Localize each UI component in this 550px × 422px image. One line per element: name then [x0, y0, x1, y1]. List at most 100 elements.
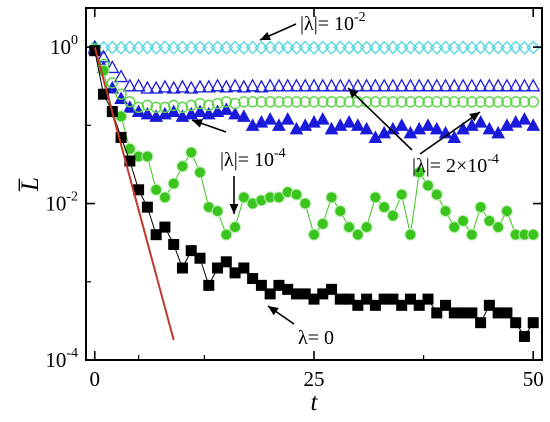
data-point	[114, 40, 128, 55]
data-point	[447, 130, 462, 143]
data-point	[194, 252, 206, 264]
series-0	[87, 40, 541, 55]
data-point	[482, 121, 497, 135]
data-point	[229, 97, 241, 110]
data-point	[219, 79, 234, 93]
data-point	[237, 191, 250, 204]
data-point	[176, 160, 189, 173]
y-tick-label: 10-2	[45, 190, 78, 216]
data-point	[413, 96, 425, 108]
data-point	[492, 96, 504, 108]
data-point	[440, 299, 452, 311]
data-point	[264, 288, 276, 300]
data-point	[308, 228, 320, 241]
data-point	[98, 88, 110, 100]
data-point	[526, 40, 541, 55]
data-point	[184, 40, 199, 55]
data-point	[184, 80, 199, 94]
data-point	[220, 96, 233, 108]
data-point	[394, 118, 409, 131]
data-point	[508, 40, 523, 55]
data-point	[150, 229, 162, 241]
data-point	[456, 121, 470, 135]
data-point	[510, 317, 522, 329]
data-point	[115, 88, 127, 100]
data-point	[106, 77, 119, 89]
annotation-l1: |λ|= 10-2	[300, 10, 366, 35]
data-point	[229, 221, 242, 234]
data-point	[387, 96, 399, 108]
data-point	[254, 79, 269, 93]
data-point	[431, 96, 443, 108]
data-point	[324, 40, 339, 55]
data-point	[325, 96, 338, 108]
data-point	[255, 279, 267, 291]
data-point	[422, 293, 434, 305]
data-point	[518, 96, 531, 108]
data-point	[377, 125, 391, 139]
data-point	[203, 99, 215, 112]
annotation-layer: |λ|= 10-2 |λ|= 10-4 |λ|= 2×10-4 λ= 0	[191, 10, 499, 349]
data-point	[473, 78, 488, 92]
data-point	[315, 78, 330, 92]
data-point	[281, 96, 294, 108]
data-point	[228, 106, 242, 120]
data-point	[333, 78, 348, 92]
data-point	[448, 96, 461, 108]
data-point	[263, 112, 277, 125]
data-point	[369, 191, 382, 204]
data-point	[246, 96, 259, 108]
data-point	[501, 96, 513, 108]
data-point	[377, 40, 392, 55]
data-point	[238, 262, 250, 274]
data-point	[263, 78, 278, 92]
data-point	[264, 96, 276, 108]
data-point	[342, 115, 356, 128]
data-point	[359, 78, 374, 92]
data-point	[289, 121, 304, 135]
data-point	[473, 40, 488, 55]
data-point	[149, 40, 164, 55]
data-point	[421, 118, 435, 131]
data-point	[175, 79, 190, 93]
annotation-l3: |λ|= 2×10-4	[412, 152, 499, 177]
data-point	[464, 40, 479, 55]
data-point	[219, 102, 234, 115]
data-point	[448, 221, 461, 234]
series-3	[89, 43, 539, 114]
data-point	[385, 78, 401, 92]
data-point	[280, 40, 295, 55]
data-point	[315, 112, 330, 125]
data-point	[359, 40, 374, 55]
annotation-l4: λ= 0	[298, 327, 334, 349]
data-point	[307, 40, 321, 55]
data-point	[157, 79, 173, 93]
data-point	[517, 112, 532, 125]
data-point	[377, 78, 392, 92]
data-point	[447, 40, 462, 55]
data-point	[140, 80, 155, 94]
data-point	[150, 183, 163, 196]
data-point	[211, 205, 224, 218]
data-point	[350, 40, 365, 55]
data-point	[185, 146, 198, 159]
data-point	[404, 228, 417, 241]
data-point	[396, 299, 408, 311]
data-point	[271, 78, 287, 92]
data-point	[483, 96, 496, 108]
data-point	[273, 96, 285, 108]
data-point	[403, 40, 418, 55]
data-point	[194, 97, 206, 110]
data-point	[350, 78, 365, 92]
data-point	[317, 96, 329, 108]
data-point	[439, 96, 452, 108]
data-point	[210, 40, 225, 55]
x-tick-label: 25	[304, 367, 325, 391]
data-point	[429, 78, 444, 92]
data-point	[185, 99, 197, 112]
data-point	[236, 40, 251, 55]
data-point	[482, 78, 497, 92]
data-point	[457, 96, 469, 108]
data-point	[212, 262, 224, 274]
